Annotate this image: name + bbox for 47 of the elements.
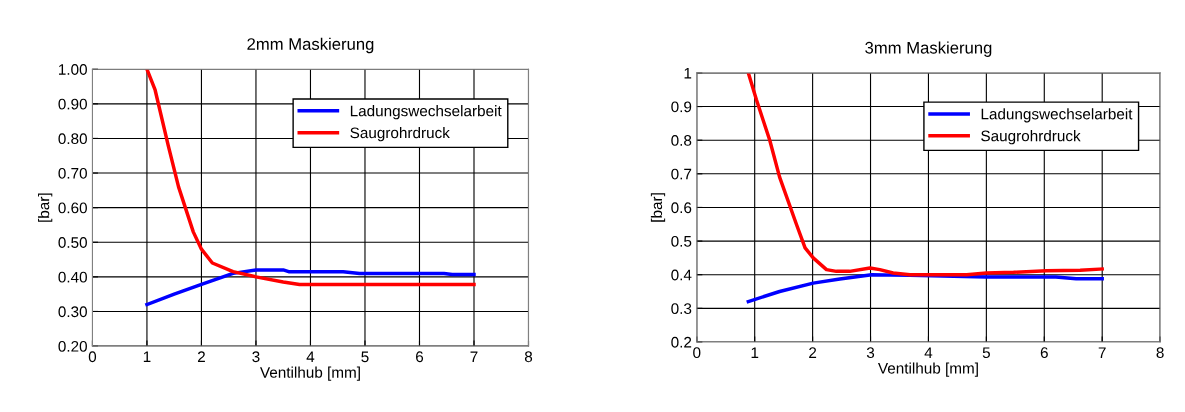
y-tick-label: 0.9: [671, 101, 692, 113]
y-tick-label: 0.80: [58, 133, 87, 145]
x-tick-label: 4: [306, 351, 315, 363]
y-tick-label: 0.30: [58, 306, 87, 318]
y-tick-label: 0.5: [671, 235, 692, 247]
legend-label: Saugrohrdruck: [981, 130, 1081, 145]
y-tick-label: 1.00: [59, 64, 87, 75]
x-tick-label: 8: [524, 351, 533, 363]
x-tick-label: 0: [88, 351, 97, 363]
legend-label: Saugrohrdruck: [350, 127, 450, 142]
y-tick-label: 0.2: [671, 336, 692, 348]
x-tick-label: 7: [1098, 347, 1106, 358]
x-tick-label: 5: [361, 351, 369, 363]
chart-title: 2mm Maskierung: [247, 37, 374, 54]
x-tick-label: 1: [751, 347, 759, 358]
y-tick-label: 0.4: [671, 269, 692, 281]
x-tick-label: 2: [197, 351, 205, 363]
y-tick-label: 0.7: [671, 168, 692, 180]
y-axis-title: [bar]: [650, 193, 666, 222]
x-tick-label: 6: [1040, 347, 1048, 359]
y-tick-label: 0.50: [58, 237, 87, 248]
legend-label: Ladungswechselarbeit: [350, 105, 502, 120]
legend-label: Ladungswechselarbeit: [981, 108, 1133, 123]
x-tick-label: 2: [809, 347, 817, 358]
y-tick-label: 0.6: [671, 202, 692, 214]
x-tick-label: 0: [693, 347, 701, 359]
chart-title: 3mm Maskierung: [865, 41, 992, 57]
y-tick-label: 1: [684, 67, 692, 79]
y-tick-label: 0.40: [58, 271, 87, 283]
line-series: [145, 268, 476, 307]
x-tick-label: 5: [982, 347, 990, 359]
y-axis-title: [bar]: [38, 193, 53, 222]
x-tick-label: 3: [866, 347, 875, 359]
y-tick-label: 0.20: [58, 340, 87, 352]
y-tick-label: 0.90: [58, 98, 87, 110]
x-axis-title: Ventilhub [mm]: [260, 366, 360, 381]
y-tick-label: 0.60: [58, 202, 87, 214]
x-tick-label: 3: [252, 351, 260, 363]
x-tick-label: 6: [416, 351, 424, 363]
y-tick-label: 0.8: [671, 135, 692, 146]
y-tick-label: 0.3: [671, 303, 692, 315]
x-tick-label: 7: [470, 351, 478, 363]
x-tick-label: 4: [924, 347, 933, 358]
x-tick-label: 1: [143, 351, 151, 363]
y-tick-label: 0.70: [58, 167, 87, 179]
x-tick-label: 8: [1156, 347, 1164, 359]
x-axis-title: Ventilhub [mm]: [877, 362, 978, 377]
